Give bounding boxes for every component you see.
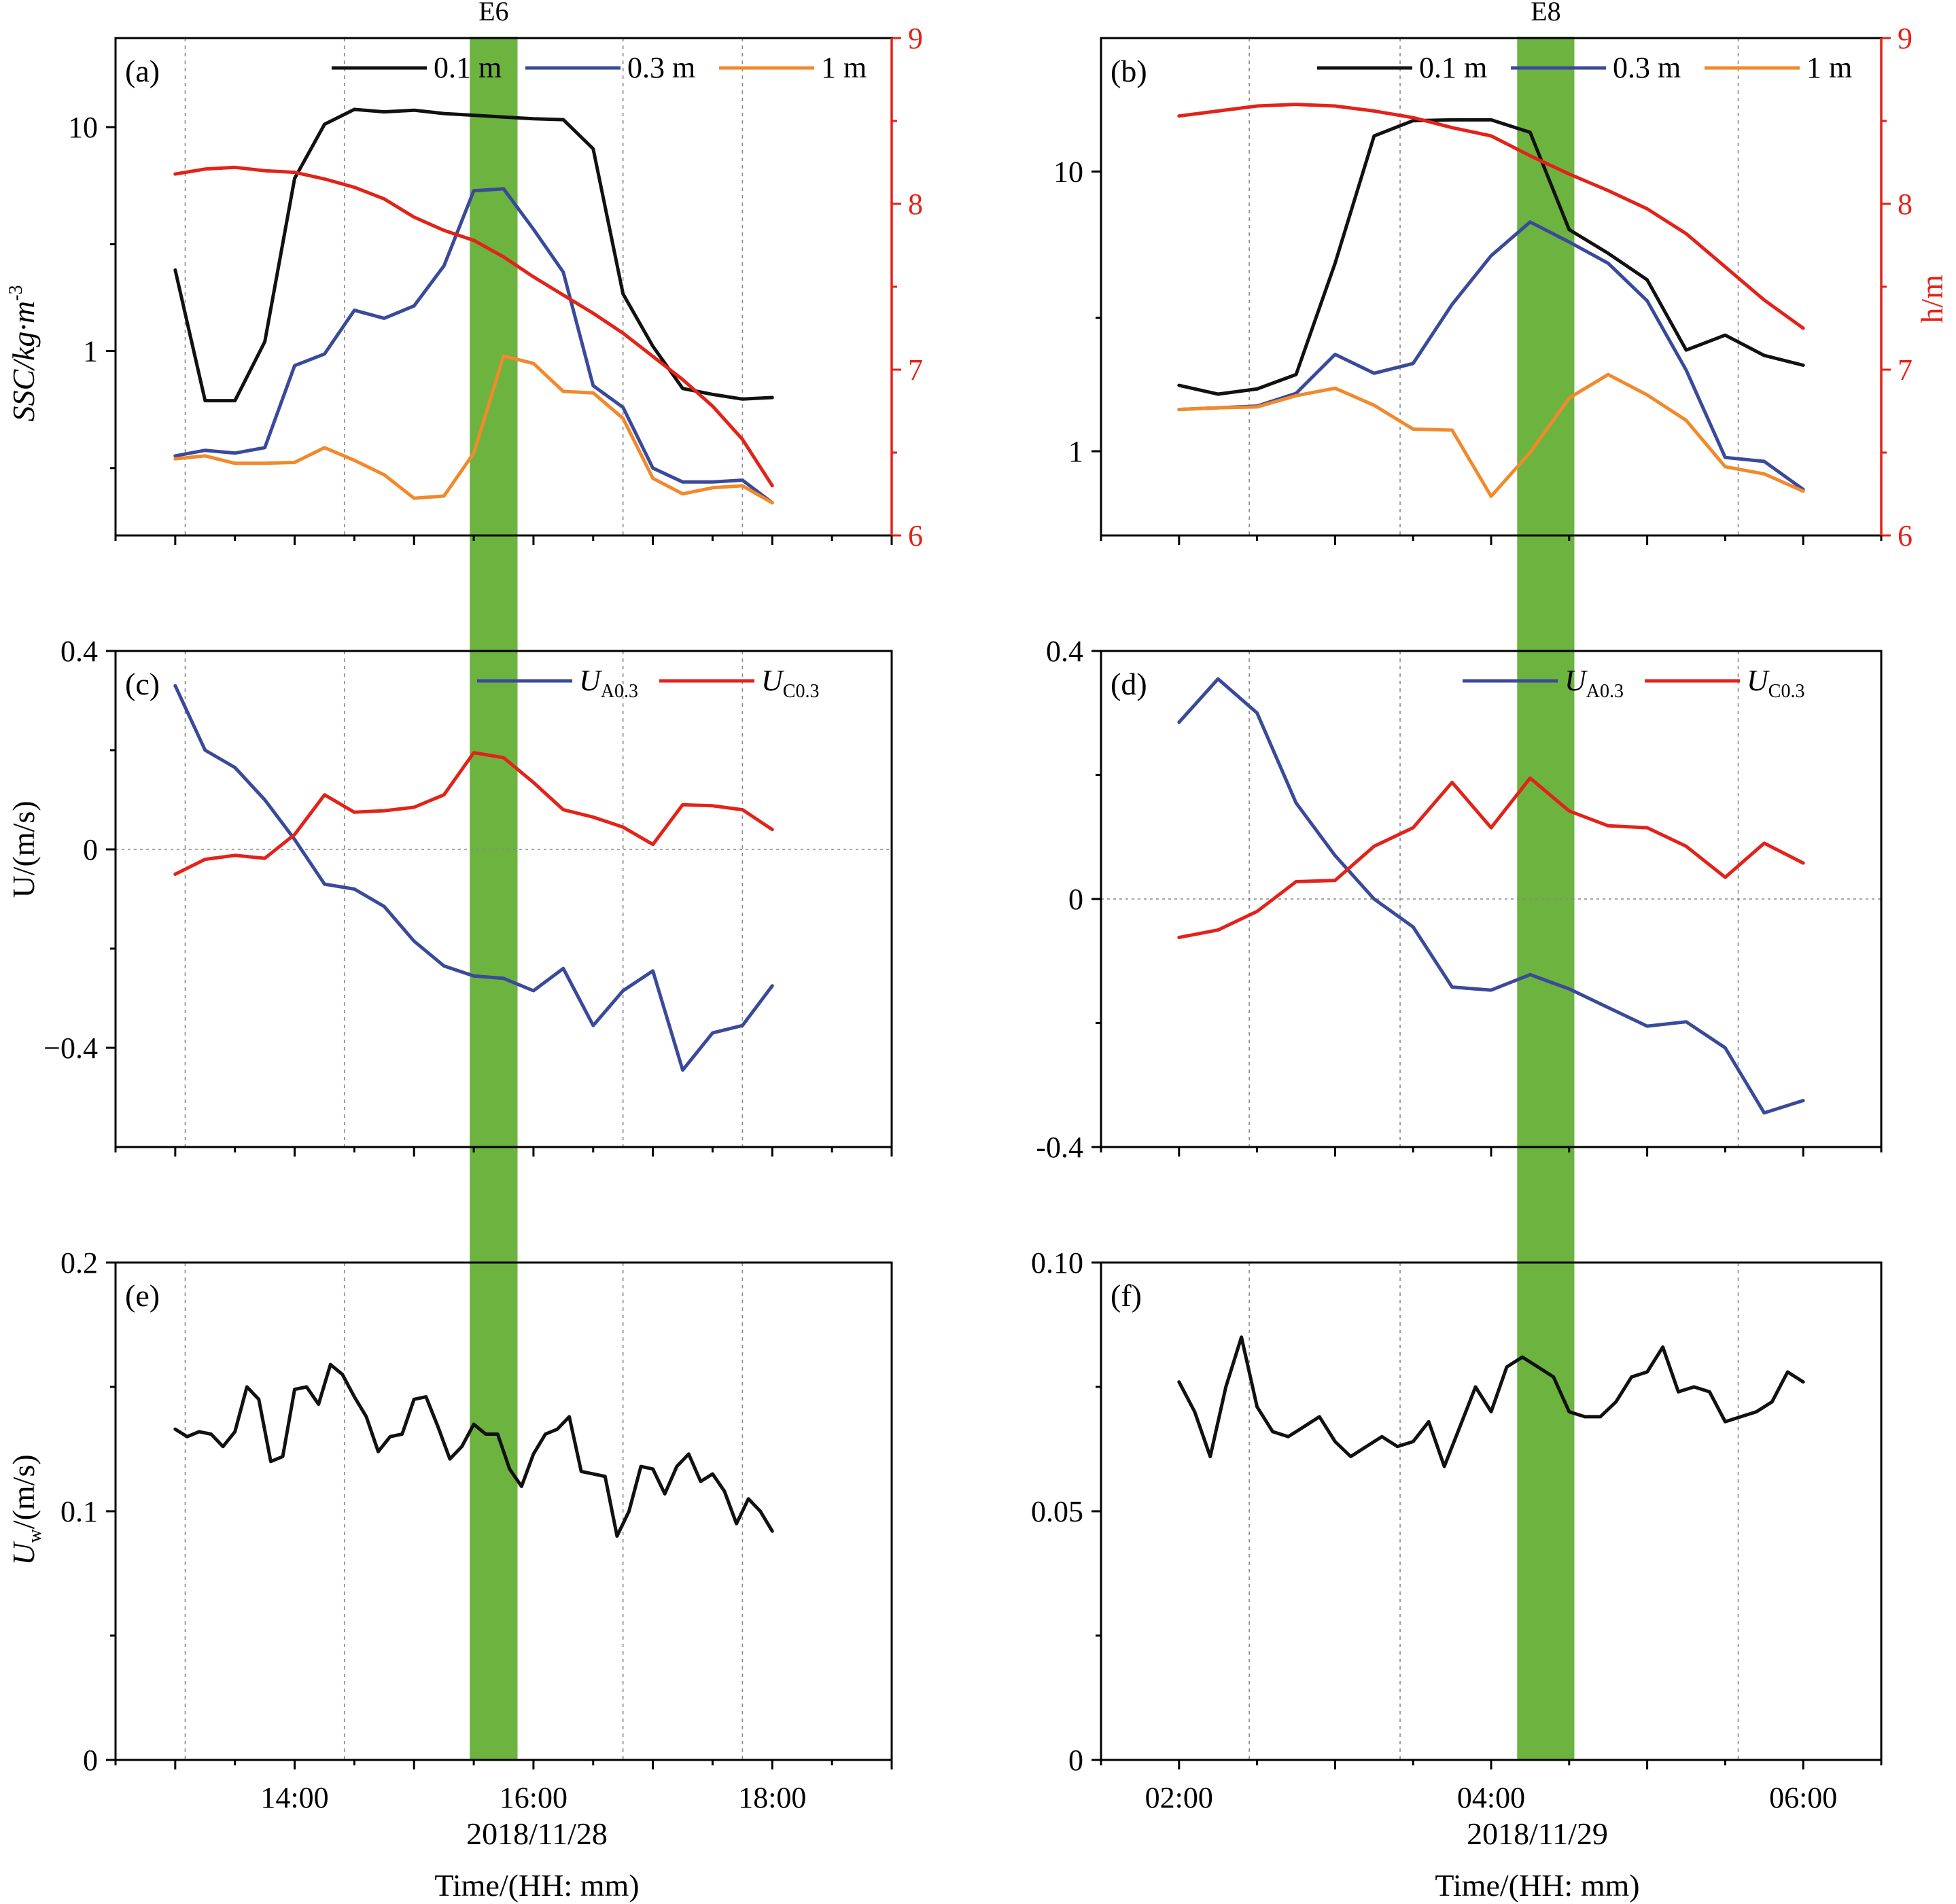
station-title-e8: E8 [1531,0,1560,27]
series-line [173,187,774,505]
right-tick-label: 9 [1898,22,1913,55]
x-tick-label: 02:00 [1145,1781,1213,1814]
legend-label: 0.1 m [1419,51,1487,84]
legend-label: 1 m [1806,51,1852,84]
y-tick-label: 0 [1068,1744,1083,1777]
panel-f: 0 0.05 0.10 02:00 04:00 06:00 (f) [1031,1246,1883,1814]
legend-label: 0.3 m [1613,51,1681,84]
panel-e: 0 0.1 0.2 14:00 16:00 18:00 (e) [60,1246,893,1814]
y-tick-label: 1 [1068,435,1083,468]
right-tick-label: 6 [1898,519,1913,552]
y-label-ssc: SSC/kg·m-3 [5,285,41,422]
series-line [173,751,774,876]
panel-b: 6 7 8 9 1 10 (b) 0.1 m 0.3 m 1 m [1053,22,1913,552]
x-date-right: 2018/11/29 [1467,1816,1608,1851]
y-tick-label: 0.4 [60,635,98,668]
depth-line [173,165,774,488]
legend-label: UA0.3 [579,664,638,702]
panels: 6 7 8 9 1 10 (a) 0.1 m 0.3 m 1 m 6 7 8 9 1 10 (b) 0.1 m 0.… [43,22,1913,1814]
y-tick-label: 0.2 [60,1246,98,1280]
depth-line [1177,103,1805,330]
x-tick-label: 18:00 [738,1781,806,1814]
right-tick-label: 7 [1898,353,1913,387]
y-tick-label: 10 [1053,155,1083,188]
series-line [173,1362,774,1538]
y-tick-label: −0.4 [43,1032,98,1065]
legend-label: UC0.3 [1747,664,1804,702]
highlight-band-e8 [1517,37,1575,1760]
legend-label: 0.1 m [434,51,502,84]
y-label-ssc-exponent: -3 [5,285,27,301]
series-line [1177,372,1805,498]
highlight-band-e6 [470,37,518,1760]
legend-label: UC0.3 [761,664,819,702]
right-tick-label: 8 [908,188,923,221]
right-tick-label: 9 [908,22,923,55]
series-line [173,354,774,505]
plot-frame [114,650,893,1148]
y-tick-label: 0 [83,1744,98,1777]
y-tick-label: 0 [1068,883,1083,916]
station-titles: E6 E8 [478,0,1560,27]
series-line [1177,677,1805,1115]
legend-label: 0.3 m [627,51,695,84]
green-highlights [470,37,1575,1760]
x-tick-label: 14:00 [260,1781,328,1814]
x-tick-label: 16:00 [500,1781,567,1814]
series-line [173,684,774,1072]
panel-a: 6 7 8 9 1 10 (a) 0.1 m 0.3 m 1 m [68,22,923,552]
panel-label: (c) [125,667,160,701]
y-label-u: U/(m/s) [6,800,41,898]
series-line [1177,1335,1805,1468]
y-tick-label: 0.05 [1031,1495,1083,1528]
panel-label: (d) [1111,667,1147,701]
station-title-e6: E6 [478,0,508,27]
y-tick-label: 1 [83,335,98,368]
y-tick-label: 0.10 [1031,1246,1083,1280]
y-label-uw: Uw/(m/s) [6,1454,46,1565]
legend-label-sub: C0.3 [783,681,820,702]
y-axis-labels: SSC/kg·m-3 h/m U/(m/s) Uw/(m/s) [5,275,1949,1566]
right-tick-label: 7 [908,353,923,387]
panel-label: (f) [1111,1278,1142,1313]
legend-label-sub: A0.3 [601,681,638,702]
y-label-ssc-text: SSC/kg·m [6,301,41,422]
x-axis-footer: 2018/11/28 Time/(HH: mm) 2018/11/29 Time… [434,1816,1639,1903]
y-tick-label: -0.4 [1036,1131,1083,1164]
legend-label: UA0.3 [1565,664,1624,702]
legend-label-main: U [1565,664,1588,697]
panel-label: (a) [125,54,160,88]
x-tick-label: 06:00 [1769,1781,1837,1814]
series-line [173,107,774,403]
panel-label: (b) [1111,54,1147,88]
legend-label: 1 m [821,51,867,84]
panel-label: (e) [125,1278,160,1313]
y-tick-label: 0 [83,833,98,866]
legend-label-sub: A0.3 [1586,681,1624,702]
y-tick-label: 0.4 [1046,635,1083,668]
panel-c: −0.400.4(c) UA0.3 UC0.3 [43,635,893,1157]
panel-d: -0.400.4(d) UA0.3 UC0.3 [1036,635,1883,1164]
y-label-h: h/m [1915,275,1949,323]
y-tick-label: 10 [68,111,98,144]
series-line [1177,776,1805,940]
x-tick-label: 04:00 [1457,1781,1525,1814]
legend-label-sub: C0.3 [1768,681,1805,702]
y-label-uw-u: U [6,1541,41,1566]
series-line [1177,118,1805,396]
legend-label-main: U [761,664,785,697]
y-label-uw-rest: /(m/s) [6,1454,41,1529]
right-tick-label: 8 [1898,188,1913,221]
y-label-uw-sub: w [24,1528,46,1542]
legend-label-main: U [1747,664,1770,697]
x-date-left: 2018/11/28 [466,1816,608,1851]
x-axis-label-left: Time/(HH: mm) [434,1868,639,1903]
y-tick-label: 0.1 [60,1495,98,1528]
right-tick-label: 6 [908,519,923,552]
series-line [1177,220,1805,491]
legend-label-main: U [579,664,603,697]
x-axis-label-right: Time/(HH: mm) [1435,1868,1639,1903]
